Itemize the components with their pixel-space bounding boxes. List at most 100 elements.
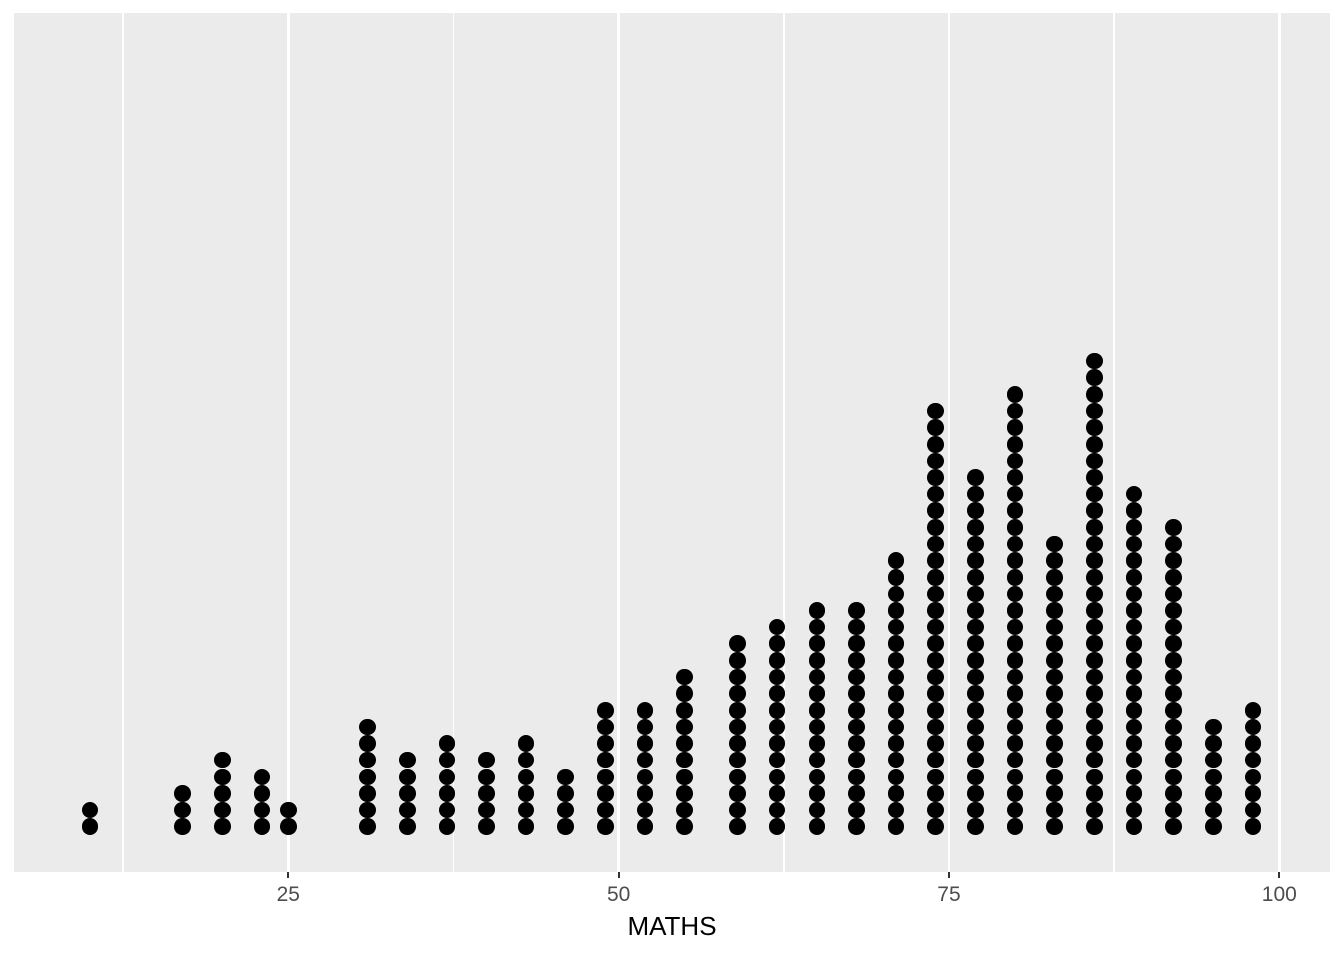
dot (1086, 801, 1103, 819)
dot (1046, 785, 1063, 802)
dot (398, 751, 416, 769)
dot (1046, 568, 1063, 586)
dot (1204, 801, 1222, 819)
dot (1244, 801, 1262, 819)
dot (1204, 735, 1222, 752)
dot (253, 785, 271, 802)
dot (1086, 485, 1103, 503)
dot (478, 751, 495, 769)
gridline-major (1278, 13, 1281, 872)
dot (927, 602, 945, 619)
dot (967, 469, 984, 486)
dot (848, 751, 865, 769)
dot (808, 718, 826, 736)
dot (1086, 369, 1103, 386)
dot (636, 718, 654, 736)
dot (676, 768, 693, 786)
dot (597, 735, 614, 752)
dot (848, 602, 865, 619)
dot (927, 685, 945, 702)
dot (1046, 618, 1063, 636)
dot (1125, 618, 1143, 636)
dot (1165, 718, 1182, 736)
dot (967, 502, 984, 520)
dot (768, 685, 786, 702)
x-axis-tick (1278, 872, 1281, 878)
dot (478, 801, 495, 819)
dot (887, 618, 905, 636)
dot (1125, 519, 1143, 536)
dot (359, 735, 376, 752)
dot (1086, 768, 1103, 786)
dot (1006, 402, 1024, 420)
dot (927, 402, 945, 420)
dot (1046, 535, 1063, 553)
dot (676, 668, 693, 686)
dot (398, 785, 416, 802)
dot (1125, 585, 1143, 603)
dot (1165, 618, 1182, 636)
dot (927, 751, 945, 769)
dot (174, 801, 191, 819)
dot (1204, 751, 1222, 769)
dot (729, 785, 746, 802)
dot (398, 768, 416, 786)
dot (213, 785, 231, 802)
dot (676, 751, 693, 769)
dot (81, 818, 99, 835)
dot (927, 735, 945, 752)
dot (927, 535, 945, 553)
dot (1046, 602, 1063, 619)
dot (887, 552, 905, 569)
dot (636, 701, 654, 719)
dot (517, 735, 535, 752)
dot (1086, 668, 1103, 686)
plot-panel (14, 13, 1330, 872)
dot (253, 768, 271, 786)
dot (808, 701, 826, 719)
dot (808, 618, 826, 636)
dot (967, 685, 984, 702)
dot (1244, 818, 1262, 835)
dot (808, 735, 826, 752)
dot (887, 818, 905, 835)
dot (1125, 502, 1143, 520)
dot (1006, 701, 1024, 719)
dot (213, 768, 231, 786)
gridline-minor (783, 13, 785, 872)
dot (280, 801, 297, 819)
dot (1165, 635, 1182, 653)
dot (1006, 635, 1024, 653)
dot (729, 735, 746, 752)
dot (967, 668, 984, 686)
dot (1244, 701, 1262, 719)
dot (1165, 801, 1182, 819)
dot (81, 801, 99, 819)
dot (808, 751, 826, 769)
dot (359, 818, 376, 835)
dot (808, 635, 826, 653)
gridline-minor (1113, 13, 1115, 872)
dot (887, 785, 905, 802)
dot (887, 568, 905, 586)
dot (636, 768, 654, 786)
dot (1125, 652, 1143, 669)
dot (729, 768, 746, 786)
dot (1125, 602, 1143, 619)
dot (1086, 718, 1103, 736)
dot (359, 751, 376, 769)
dot (1006, 735, 1024, 752)
dot (927, 652, 945, 669)
dot (438, 768, 456, 786)
dot (398, 801, 416, 819)
dot (1165, 585, 1182, 603)
dot (636, 818, 654, 835)
dot (1046, 718, 1063, 736)
dot (768, 718, 786, 736)
dot (597, 818, 614, 835)
dot (676, 718, 693, 736)
dot (927, 568, 945, 586)
dot (1086, 552, 1103, 569)
dot (927, 485, 945, 503)
dot (808, 801, 826, 819)
